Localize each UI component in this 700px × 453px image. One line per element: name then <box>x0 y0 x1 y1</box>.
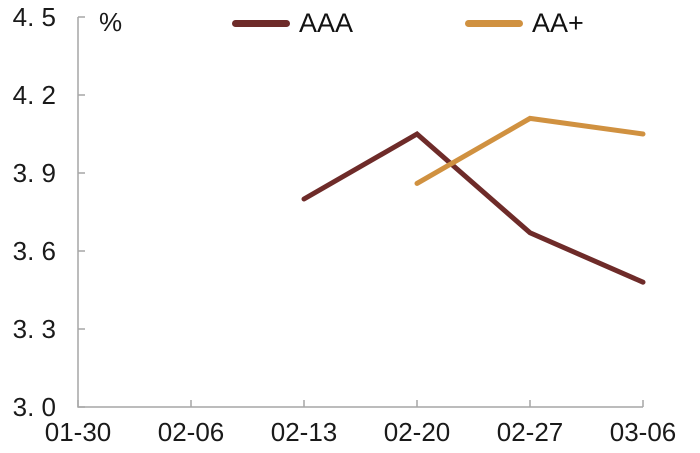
axis-spine <box>77 17 643 408</box>
y-tick-label: 3. 3 <box>12 314 56 344</box>
x-tick-label: 02-20 <box>383 417 451 447</box>
y-tick-label: 3. 6 <box>12 236 56 266</box>
x-tick-label: 01-30 <box>44 417 112 447</box>
legend-item-aaa: AAA <box>232 8 353 38</box>
legend-label-aaplus: AA+ <box>532 8 584 38</box>
y-axis-unit-label: % <box>99 7 123 37</box>
series-line-AAA <box>301 130 646 285</box>
x-tick-label: 02-27 <box>496 417 564 447</box>
y-tick-label: 3. 9 <box>12 158 56 188</box>
series-line-AA+ <box>414 115 646 186</box>
y-tick-label: 4. 5 <box>12 2 56 32</box>
x-tick-label: 02-13 <box>270 417 338 447</box>
legend-item-aaplus: AA+ <box>465 8 584 38</box>
x-tick-label: 03-06 <box>609 417 677 447</box>
legend-swatch-aaplus <box>465 19 523 27</box>
x-tick-label: 02-06 <box>157 417 225 447</box>
legend-swatch-aaa <box>232 19 290 27</box>
y-tick-label: 3. 0 <box>12 392 56 422</box>
legend-label-aaa: AAA <box>299 8 354 38</box>
y-tick-label: 4. 2 <box>12 80 56 110</box>
